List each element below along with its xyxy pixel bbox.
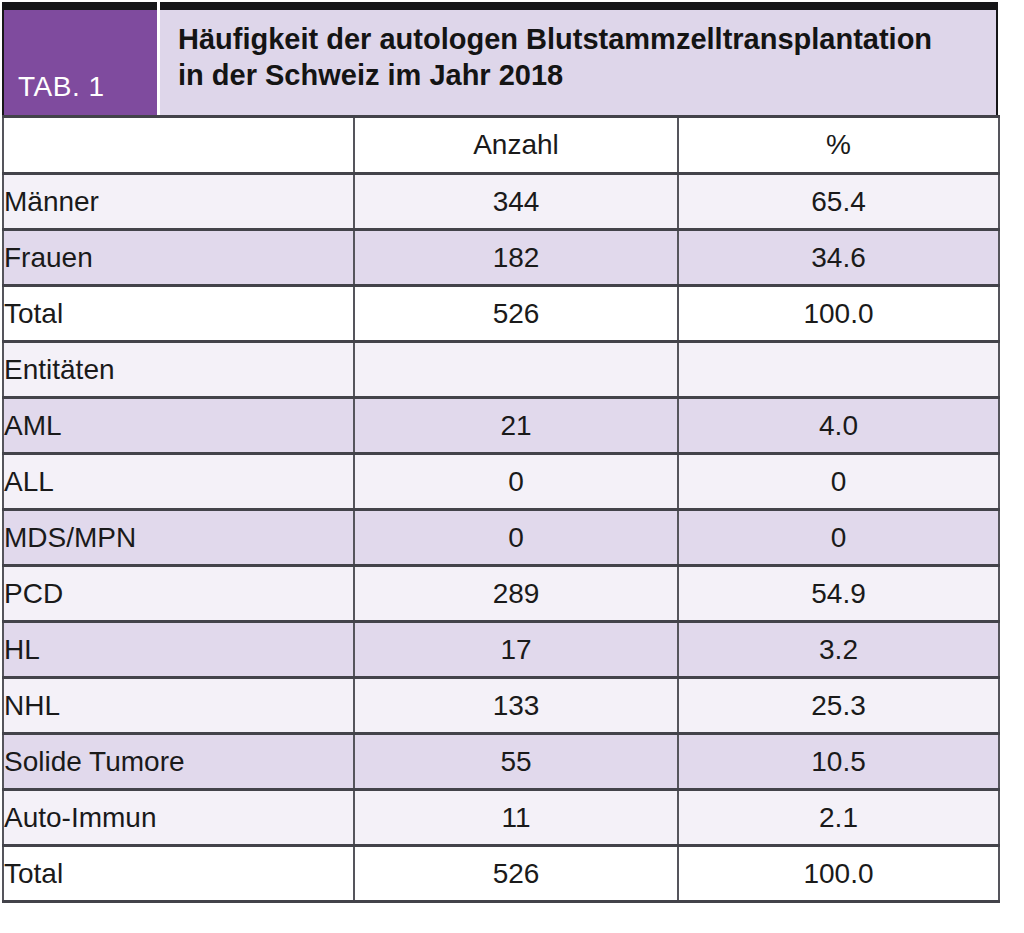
column-header-pct: % — [678, 117, 999, 174]
anzahl-cell: 526 — [354, 846, 678, 902]
row-label-cell: NHL — [3, 678, 354, 734]
figure-title-line2: in der Schweiz im Jahr 2018 — [178, 57, 988, 93]
anzahl-cell: 0 — [354, 510, 678, 566]
row-label-cell: Auto-Immun — [3, 790, 354, 846]
anzahl-cell: 289 — [354, 566, 678, 622]
column-header-anzahl: Anzahl — [354, 117, 678, 174]
anzahl-cell: 182 — [354, 230, 678, 286]
pct-cell: 100.0 — [678, 286, 999, 342]
anzahl-cell: 17 — [354, 622, 678, 678]
row-label-cell: Frauen — [3, 230, 354, 286]
table-row: Solide Tumore 55 10.5 — [3, 734, 999, 790]
anzahl-cell: 55 — [354, 734, 678, 790]
anzahl-cell: 344 — [354, 174, 678, 230]
table-row: Auto-Immun 11 2.1 — [3, 790, 999, 846]
table-row: Entitäten — [3, 342, 999, 398]
row-label-cell: Total — [3, 286, 354, 342]
pct-cell — [678, 342, 999, 398]
page: TAB. 1 Häufigkeit der autologen Blutstam… — [0, 0, 1024, 933]
pct-cell: 2.1 — [678, 790, 999, 846]
anzahl-cell: 11 — [354, 790, 678, 846]
pct-cell: 65.4 — [678, 174, 999, 230]
row-label-cell: Männer — [3, 174, 354, 230]
pct-cell: 100.0 — [678, 846, 999, 902]
table-row: ALL 0 0 — [3, 454, 999, 510]
column-header-row: Anzahl % — [3, 117, 999, 174]
pct-cell: 10.5 — [678, 734, 999, 790]
table-row: Frauen 182 34.6 — [3, 230, 999, 286]
anzahl-cell: 133 — [354, 678, 678, 734]
pct-cell: 0 — [678, 510, 999, 566]
data-table: Anzahl % Männer 344 65.4 Frauen 182 34.6… — [2, 115, 1000, 903]
anzahl-cell: 21 — [354, 398, 678, 454]
pct-cell: 3.2 — [678, 622, 999, 678]
anzahl-cell: 526 — [354, 286, 678, 342]
pct-cell: 0 — [678, 454, 999, 510]
table-row: NHL 133 25.3 — [3, 678, 999, 734]
row-label-cell: Solide Tumore — [3, 734, 354, 790]
table-row: Männer 344 65.4 — [3, 174, 999, 230]
figure-title-line1: Häufigkeit der autologen Blutstammzelltr… — [178, 21, 988, 57]
pct-cell: 4.0 — [678, 398, 999, 454]
pct-cell: 25.3 — [678, 678, 999, 734]
column-header-empty — [3, 117, 354, 174]
row-label-cell: PCD — [3, 566, 354, 622]
table-figure: TAB. 1 Häufigkeit der autologen Blutstam… — [2, 2, 998, 903]
row-label-cell: ALL — [3, 454, 354, 510]
row-label-cell: MDS/MPN — [3, 510, 354, 566]
table-row: Total 526 100.0 — [3, 846, 999, 902]
pct-cell: 54.9 — [678, 566, 999, 622]
figure-title: Häufigkeit der autologen Blutstammzelltr… — [160, 2, 998, 115]
row-label-cell: AML — [3, 398, 354, 454]
table-tag-label: TAB. 1 — [18, 71, 105, 103]
row-label-cell: Total — [3, 846, 354, 902]
table-tag-box: TAB. 1 — [2, 2, 157, 115]
figure-header: TAB. 1 Häufigkeit der autologen Blutstam… — [2, 2, 998, 115]
pct-cell: 34.6 — [678, 230, 999, 286]
anzahl-cell — [354, 342, 678, 398]
table-row: Total 526 100.0 — [3, 286, 999, 342]
table-row: MDS/MPN 0 0 — [3, 510, 999, 566]
anzahl-cell: 0 — [354, 454, 678, 510]
table-row: PCD 289 54.9 — [3, 566, 999, 622]
table-row: HL 17 3.2 — [3, 622, 999, 678]
row-label-cell: Entitäten — [3, 342, 354, 398]
table-row: AML 21 4.0 — [3, 398, 999, 454]
row-label-cell: HL — [3, 622, 354, 678]
